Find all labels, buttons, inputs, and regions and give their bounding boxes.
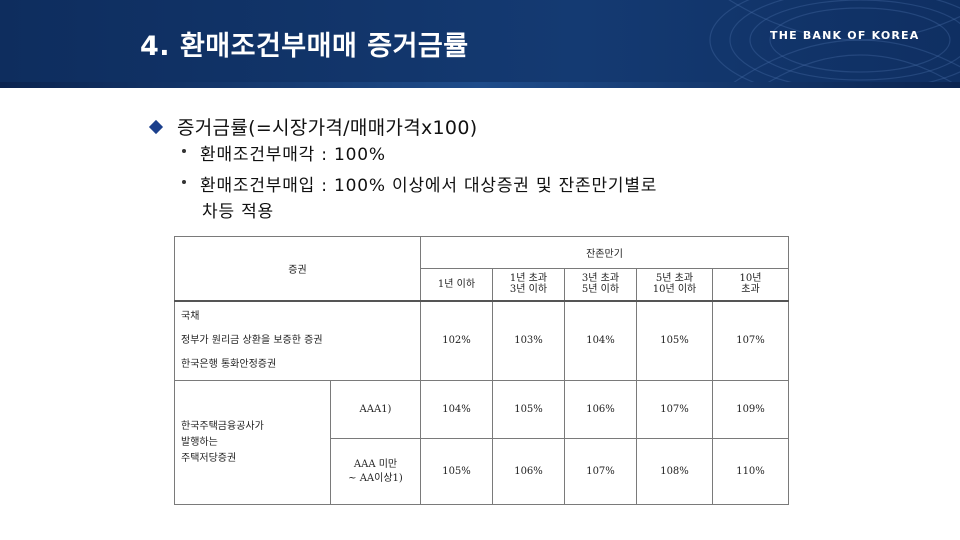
- table-cell: 107%: [636, 380, 713, 439]
- page-title: 4. 환매조건부매매 증거금률: [140, 31, 469, 62]
- table-row: AAA 미만 ~ AA이상1) 105% 106% 107% 108% 110%: [175, 438, 790, 505]
- dot-bullet-icon: [182, 180, 186, 184]
- table-cell: 104%: [564, 300, 637, 381]
- table-cell: 107%: [564, 438, 637, 505]
- grade-aaa: AAA1): [330, 380, 421, 439]
- maturity-col-4: 5년 초과 10년 이하: [636, 268, 713, 302]
- maturity-col-5: 10년 초과: [711, 268, 790, 302]
- table-cell: 104%: [420, 380, 493, 439]
- maturity-col-1: 1년 이하: [420, 268, 493, 302]
- maturity-col-2: 1년 초과 3년 이하: [492, 268, 565, 302]
- table-cell: 103%: [492, 300, 565, 381]
- margin-ratio-table: 증권 잔존만기 1년 이하 1년 초과 3년 이하 3년 초과 5년 이하 5년 초…: [174, 236, 790, 505]
- table-row: 국채 정부가 원리금 상환을 보증한 증권 한국은행 통화안정증권 102% 1…: [174, 300, 790, 381]
- dot-bullet-icon: [182, 149, 186, 153]
- bank-logo-text: THE BANK OF KOREA: [770, 29, 920, 42]
- sub-bullet-sell: 환매조건부매각 : 100%: [182, 140, 386, 165]
- table-cell: 110%: [711, 438, 790, 505]
- slide-header: 4. 환매조건부매매 증거금률 THE BANK OF KOREA: [0, 0, 960, 82]
- sub-bullet-buy: 환매조건부매입 : 100% 이상에서 대상증권 및 잔존만기별로: [182, 171, 657, 196]
- grade-below-aaa: AAA 미만 ~ AA이상1): [330, 438, 421, 505]
- maturity-header-row: 1년 이하 1년 초과 3년 이하 3년 초과 5년 이하 5년 초과 10년 이하 …: [175, 268, 790, 302]
- sub-bullet-text: 환매조건부매입 : 100% 이상에서 대상증권 및 잔존만기별로: [200, 176, 658, 196]
- table-cell: 105%: [636, 300, 713, 381]
- header-divider: [0, 82, 960, 88]
- swirl-decoration-icon: [709, 0, 960, 82]
- table-cell: 102%: [420, 300, 493, 381]
- table-cell: 107%: [711, 300, 790, 381]
- group1-label: 국채 정부가 원리금 상환을 보증한 증권 한국은행 통화안정증권: [174, 300, 421, 381]
- table-cell: 106%: [564, 380, 637, 439]
- table-cell: 105%: [420, 438, 493, 505]
- table-cell: 108%: [636, 438, 713, 505]
- diamond-bullet-icon: [148, 119, 164, 134]
- sub-bullet-continuation: 차등 적용: [202, 202, 274, 222]
- table-row: 한국주택금융공사가 발행하는 주택저당증권 AAA1) 104% 105% 10…: [174, 380, 790, 505]
- header-maturity: 잔존만기: [419, 236, 790, 269]
- maturity-col-3: 3년 초과 5년 이하: [564, 268, 637, 302]
- table-cell: 109%: [711, 380, 790, 439]
- table-cell: 106%: [492, 438, 565, 505]
- group2-label: 한국주택금융공사가 발행하는 주택저당증권: [174, 380, 331, 505]
- main-bullet: 증거금률(=시장가격/매매가격x100): [148, 113, 477, 140]
- table-cell: 105%: [492, 380, 565, 439]
- sub-bullet-text: 환매조건부매각 : 100%: [200, 145, 386, 165]
- main-bullet-text: 증거금률(=시장가격/매매가격x100): [177, 117, 478, 139]
- header-security: 증권: [174, 236, 421, 302]
